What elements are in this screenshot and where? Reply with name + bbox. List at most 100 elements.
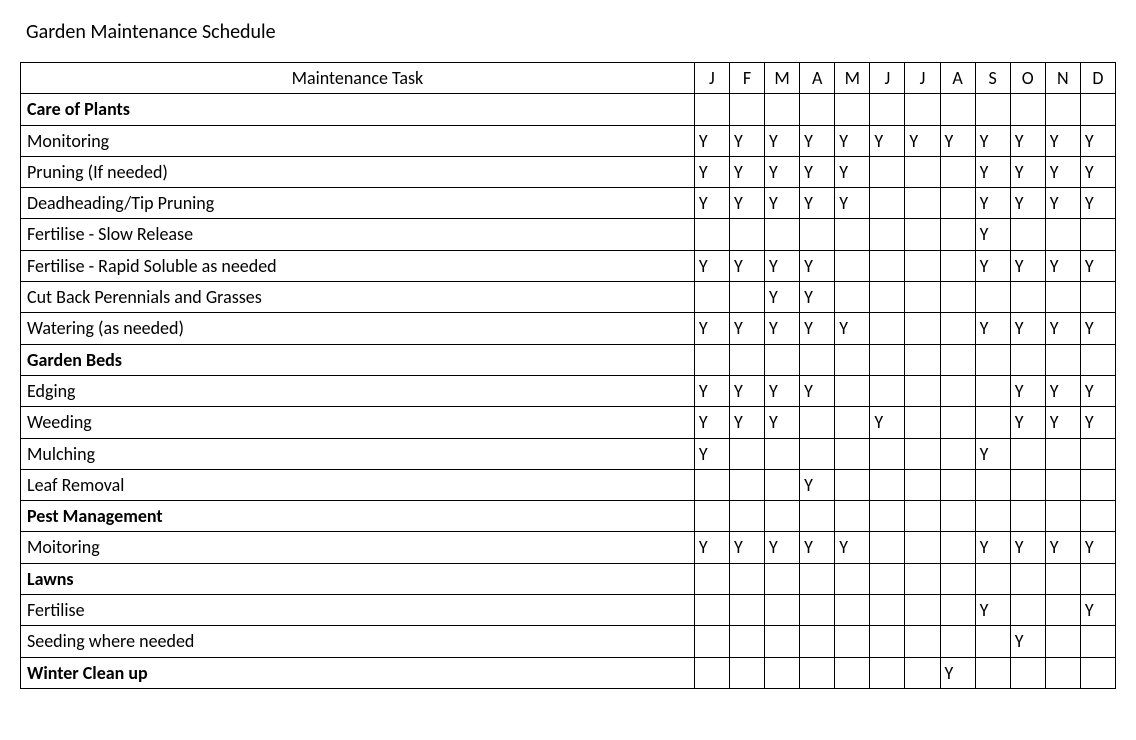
cell-month <box>1010 219 1045 250</box>
cell-month <box>800 344 835 375</box>
cell-month: Y <box>694 125 729 156</box>
cell-month: Y <box>940 125 975 156</box>
cell-month: Y <box>1045 188 1080 219</box>
cell-month <box>1010 501 1045 532</box>
cell-month: Y <box>694 313 729 344</box>
table-row: Cut Back Perennials and GrassesYY <box>21 282 1116 313</box>
cell-month <box>1080 438 1115 469</box>
cell-month <box>765 94 800 125</box>
task-label: Seeding where needed <box>21 626 695 657</box>
cell-month: Y <box>729 250 764 281</box>
task-label: Cut Back Perennials and Grasses <box>21 282 695 313</box>
cell-month: Y <box>765 407 800 438</box>
cell-month <box>870 595 905 626</box>
cell-month: Y <box>800 532 835 563</box>
cell-month: Y <box>1045 375 1080 406</box>
cell-month: Y <box>765 532 800 563</box>
cell-month <box>975 375 1010 406</box>
cell-month <box>765 626 800 657</box>
cell-month: Y <box>940 657 975 688</box>
cell-month: Y <box>1080 532 1115 563</box>
table-row: Winter Clean up Y <box>21 657 1116 688</box>
cell-month <box>835 344 870 375</box>
section-label: Winter Clean up <box>21 657 695 688</box>
cell-month: Y <box>765 125 800 156</box>
table-row: Fertilise - Slow ReleaseY <box>21 219 1116 250</box>
cell-month <box>905 501 940 532</box>
task-label: Leaf Removal <box>21 469 695 500</box>
cell-month <box>975 282 1010 313</box>
cell-month <box>765 438 800 469</box>
cell-month: Y <box>694 407 729 438</box>
cell-month <box>835 407 870 438</box>
col-header-month-6: J <box>905 63 940 94</box>
cell-month <box>694 563 729 594</box>
cell-month <box>975 563 1010 594</box>
cell-month: Y <box>694 250 729 281</box>
cell-month: Y <box>694 532 729 563</box>
cell-month <box>905 407 940 438</box>
cell-month <box>835 438 870 469</box>
cell-month <box>800 626 835 657</box>
cell-month: Y <box>1010 407 1045 438</box>
cell-month: Y <box>1010 375 1045 406</box>
cell-month <box>975 407 1010 438</box>
cell-month <box>765 219 800 250</box>
cell-month <box>905 532 940 563</box>
cell-month <box>1080 282 1115 313</box>
cell-month: Y <box>975 250 1010 281</box>
cell-month: Y <box>1045 532 1080 563</box>
cell-month <box>905 282 940 313</box>
cell-month <box>729 626 764 657</box>
cell-month <box>1045 657 1080 688</box>
cell-month: Y <box>729 156 764 187</box>
cell-month <box>905 94 940 125</box>
cell-month: Y <box>1080 188 1115 219</box>
cell-month: Y <box>870 125 905 156</box>
cell-month: Y <box>975 595 1010 626</box>
table-row: Pest Management <box>21 501 1116 532</box>
cell-month: Y <box>694 156 729 187</box>
cell-month: Y <box>694 188 729 219</box>
cell-month <box>905 375 940 406</box>
cell-month: Y <box>729 313 764 344</box>
cell-month <box>694 282 729 313</box>
cell-month <box>975 626 1010 657</box>
cell-month <box>835 563 870 594</box>
cell-month <box>800 595 835 626</box>
task-label: Watering (as needed) <box>21 313 695 344</box>
table-row: Fertilise - Rapid Soluble as neededYYYYY… <box>21 250 1116 281</box>
cell-month <box>765 469 800 500</box>
cell-month <box>800 407 835 438</box>
cell-month <box>800 219 835 250</box>
cell-month <box>940 219 975 250</box>
cell-month <box>835 250 870 281</box>
cell-month <box>870 94 905 125</box>
cell-month: Y <box>1045 156 1080 187</box>
cell-month: Y <box>975 313 1010 344</box>
cell-month: Y <box>800 156 835 187</box>
section-label: Care of Plants <box>21 94 695 125</box>
table-row: WeedingYYYYYYY <box>21 407 1116 438</box>
cell-month <box>940 595 975 626</box>
cell-month <box>1080 657 1115 688</box>
cell-month: Y <box>729 407 764 438</box>
cell-month <box>1080 469 1115 500</box>
cell-month <box>905 250 940 281</box>
cell-month: Y <box>765 375 800 406</box>
section-label: Garden Beds <box>21 344 695 375</box>
cell-month: Y <box>975 219 1010 250</box>
cell-month <box>940 156 975 187</box>
cell-month <box>1045 438 1080 469</box>
cell-month: Y <box>765 250 800 281</box>
cell-month <box>729 501 764 532</box>
cell-month <box>835 626 870 657</box>
cell-month <box>975 469 1010 500</box>
cell-month <box>870 250 905 281</box>
cell-month <box>940 407 975 438</box>
cell-month: Y <box>1080 313 1115 344</box>
table-header-row: Maintenance Task JFMAMJJASOND <box>21 63 1116 94</box>
cell-month <box>1080 94 1115 125</box>
cell-month <box>729 94 764 125</box>
table-body: Care of PlantsMonitoringYYYYYYYYYYYYPrun… <box>21 94 1116 689</box>
